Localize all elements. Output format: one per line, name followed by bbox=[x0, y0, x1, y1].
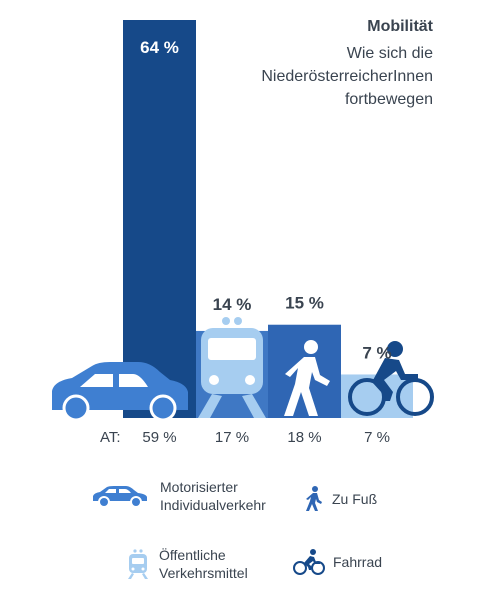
subtitle-line: fortbewegen bbox=[344, 91, 433, 108]
bar-value-label: 64 % bbox=[140, 38, 179, 57]
legend-label: Zu Fuß bbox=[332, 490, 377, 508]
subtitle-line: Wie sich die bbox=[346, 45, 433, 62]
title-block: Mobilität Wie sich die Niederösterreiche… bbox=[261, 18, 433, 111]
legend-line: Öffentliche bbox=[159, 547, 226, 563]
legend-label: Fahrrad bbox=[333, 553, 382, 571]
pedestrian-icon bbox=[284, 340, 330, 416]
chart-title: Mobilität bbox=[367, 18, 433, 35]
at-value-label: 17 % bbox=[215, 429, 249, 446]
legend-line: Motorisierter bbox=[160, 479, 238, 495]
car-icon bbox=[93, 486, 147, 508]
pedestrian-icon bbox=[306, 486, 322, 511]
at-value-label: 18 % bbox=[287, 429, 321, 446]
bicycle-icon bbox=[348, 341, 434, 416]
at-labels-group: AT: 59 % 17 % 18 % 7 % bbox=[100, 429, 390, 446]
at-prefix-label: AT: bbox=[100, 429, 121, 446]
bar-value-label: 14 % bbox=[213, 295, 252, 314]
car-icon bbox=[52, 362, 188, 422]
legend-label: Motorisierter Individualverkehr bbox=[160, 478, 266, 514]
bar bbox=[123, 20, 196, 418]
bar-value-label: 7 % bbox=[362, 343, 391, 362]
bar-icons-group bbox=[52, 317, 434, 422]
legend-item-rad: Fahrrad bbox=[293, 549, 382, 575]
legend-item-fuss: Zu Fuß bbox=[304, 486, 377, 512]
legend-line: Zu Fuß bbox=[332, 491, 378, 507]
legend-item-oev: Öffentliche Verkehrsmittel bbox=[127, 546, 248, 582]
value-labels-group: 64 % 14 % 15 % 7 % bbox=[140, 38, 392, 362]
train-icon bbox=[198, 317, 266, 418]
legend-line: Verkehrsmittel bbox=[159, 565, 248, 581]
bicycle-icon bbox=[293, 549, 325, 575]
legend-label: Öffentliche Verkehrsmittel bbox=[159, 546, 248, 582]
subtitle-line: NiederösterreicherInnen bbox=[261, 68, 433, 85]
at-value-label: 59 % bbox=[142, 429, 176, 446]
legend-line: Individualverkehr bbox=[160, 497, 266, 513]
legend-line: Fahrrad bbox=[333, 554, 383, 570]
legend-item-mit: Motorisierter Individualverkehr bbox=[90, 478, 266, 514]
chart-subtitle: Wie sich die NiederösterreicherInnen for… bbox=[261, 42, 433, 111]
at-value-label: 7 % bbox=[364, 429, 390, 446]
train-icon bbox=[128, 549, 148, 579]
bar-value-label: 15 % bbox=[285, 294, 324, 313]
